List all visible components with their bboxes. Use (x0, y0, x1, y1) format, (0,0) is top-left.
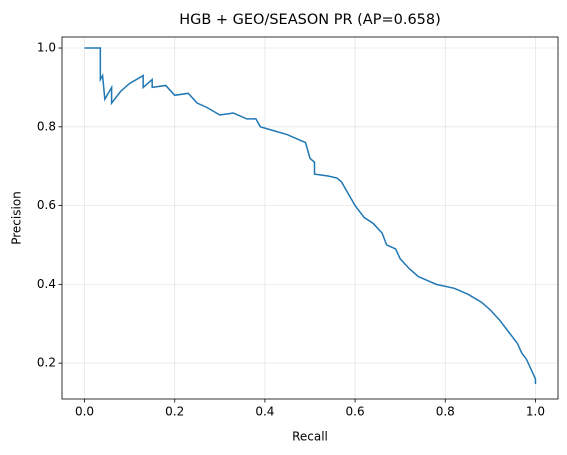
chart-title: HGB + GEO/SEASON PR (AP=0.658) (179, 12, 441, 28)
y-tick-label: 1.0 (37, 41, 56, 55)
y-tick-label: 0.4 (37, 277, 56, 291)
y-tick-label: 0.6 (37, 198, 56, 212)
y-axis-label: Precision (10, 191, 24, 245)
x-tick-label: 0.4 (255, 405, 274, 419)
x-axis-label: Recall (292, 430, 328, 444)
y-tick-label: 0.2 (37, 356, 56, 370)
x-tick-label: 0.2 (165, 405, 184, 419)
x-tick-label: 1.0 (526, 405, 545, 419)
x-tick-label: 0.8 (436, 405, 455, 419)
y-tick-label: 0.8 (37, 119, 56, 133)
pr-curve (84, 47, 537, 385)
x-tick-label: 0.6 (346, 405, 365, 419)
x-tick-label: 0.0 (75, 405, 94, 419)
axes-frame (61, 36, 559, 400)
